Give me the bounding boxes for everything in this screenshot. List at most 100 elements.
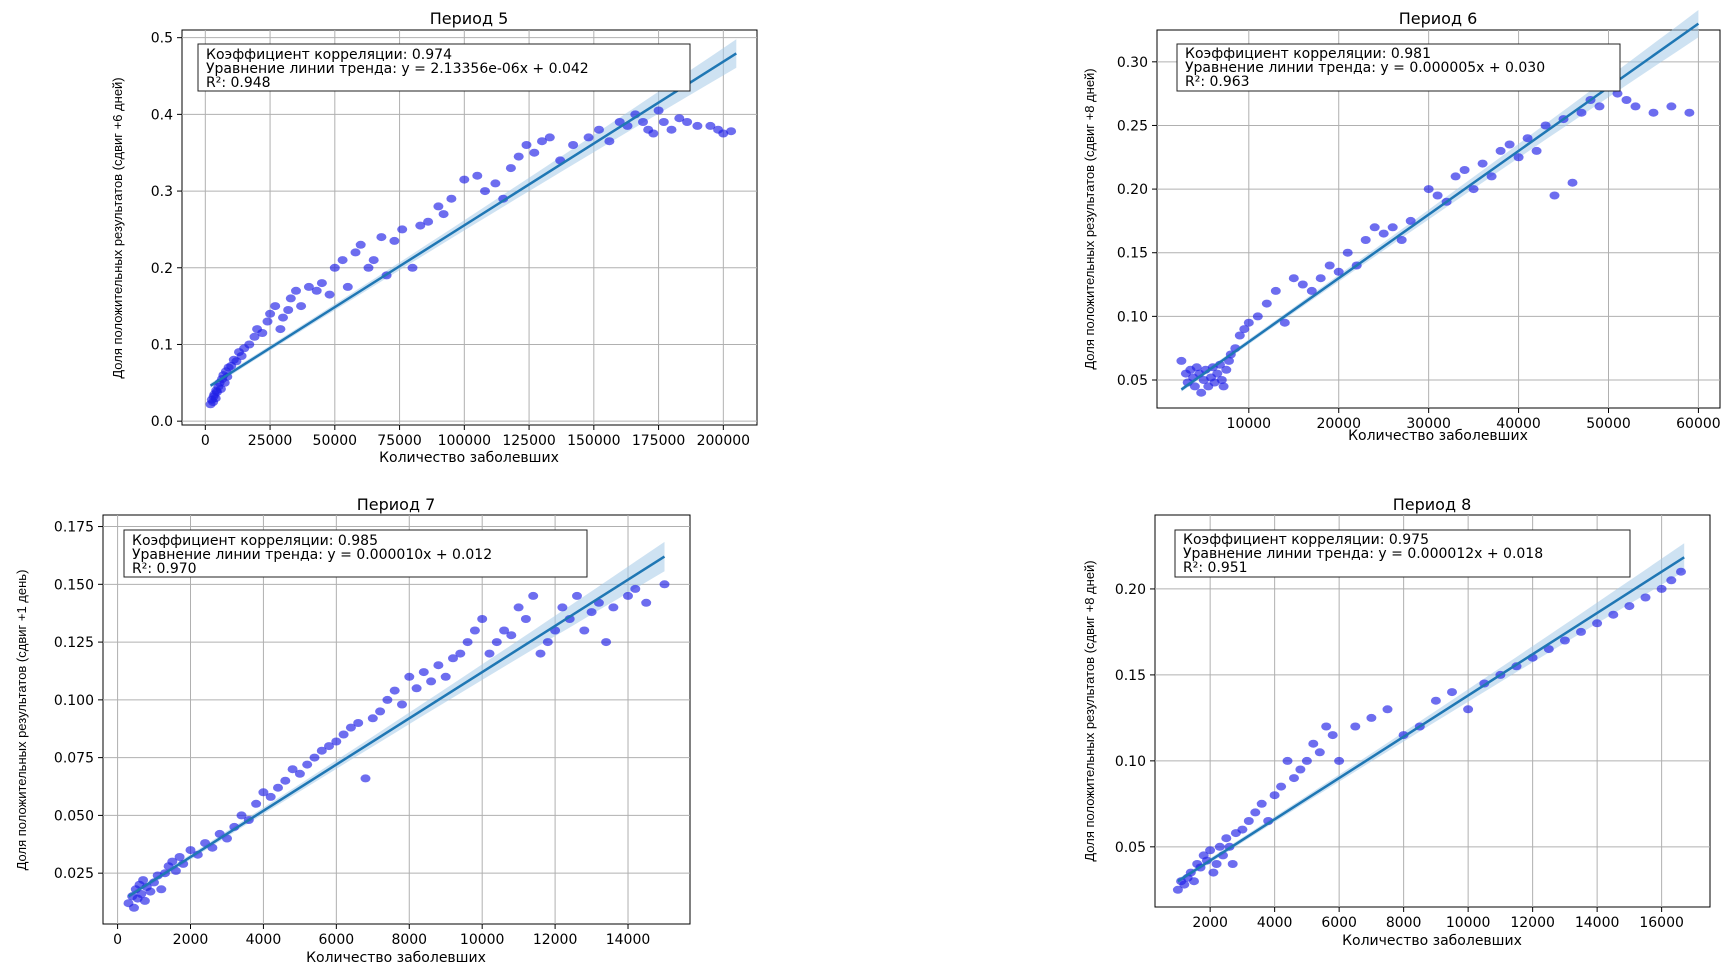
data-point (568, 141, 579, 149)
data-point (469, 626, 480, 635)
data-point (1308, 739, 1319, 748)
x-tick-label: 30000 (1406, 416, 1451, 432)
y-tick-label: 0.1 (151, 337, 173, 353)
data-point (303, 282, 314, 291)
data-point (682, 118, 693, 126)
data-point (614, 118, 625, 126)
data-point (1243, 817, 1254, 825)
data-point (1221, 365, 1232, 374)
data-point (583, 133, 594, 142)
data-point (338, 730, 349, 739)
y-tick-label: 0.125 (54, 635, 94, 651)
y-tick-label: 0.10 (1117, 309, 1148, 325)
y-tick-label: 0.4 (151, 107, 173, 123)
data-point (1387, 223, 1398, 232)
data-point (1218, 382, 1229, 391)
data-point (1270, 286, 1281, 295)
confidence-band (210, 39, 737, 389)
data-point (145, 887, 156, 896)
data-point (1176, 356, 1187, 365)
x-tick-label: 14000 (1575, 915, 1620, 931)
data-point (638, 118, 648, 126)
data-point (426, 677, 437, 686)
data-point (572, 591, 582, 600)
data-point (1211, 860, 1222, 868)
trend-line-period-8 (1177, 556, 1685, 883)
x-tick-label: 50000 (1586, 416, 1631, 432)
x-tick-label: 6000 (319, 932, 355, 948)
x-tick-label: 20000 (1316, 416, 1361, 432)
data-point (535, 649, 546, 658)
data-point (1306, 286, 1317, 295)
data-point (528, 591, 539, 600)
annotation-equation: Уравнение линии тренда: y = 0.000012x + … (1183, 546, 1543, 562)
y-tick-label: 0.075 (54, 751, 94, 767)
data-point (1531, 146, 1542, 155)
confidence-band (1181, 10, 1699, 392)
annotation-correlation: Коэффициент корреляции: 0.985 (132, 533, 378, 549)
data-point (630, 584, 641, 593)
data-point (415, 221, 426, 230)
data-point (275, 325, 286, 334)
trend-line-period-7 (127, 555, 666, 898)
x-ticks-period-5: 0 25000 50000 75000 100000 125000 150000 175000… (201, 425, 750, 449)
data-point (1289, 774, 1299, 783)
annotation-box-period-5: Коэффициент корреляции: 0.974 Уравнение … (197, 43, 691, 92)
y-tick-label: 0.0 (151, 414, 173, 430)
y-tick-label: 0.025 (54, 866, 94, 882)
data-point (363, 263, 374, 272)
data-point (490, 179, 501, 188)
data-point (368, 256, 379, 265)
data-point (1594, 102, 1605, 111)
data-point (641, 598, 652, 607)
chart-title-period-5: Период 5 (430, 9, 509, 28)
data-point (1324, 261, 1335, 270)
x-tick-label: 16000 (1639, 915, 1684, 931)
data-point (1237, 825, 1248, 834)
x-tick-label: 0 (113, 932, 122, 948)
data-point (311, 286, 322, 295)
data-point (1608, 610, 1619, 619)
data-point (513, 152, 524, 161)
data-point (404, 672, 415, 681)
data-point (273, 783, 283, 792)
confidence-band-period-5 (210, 39, 737, 389)
data-point (1243, 318, 1254, 327)
annotation-correlation: Коэффициент корреляции: 0.981 (1185, 46, 1431, 62)
annotation-box-period-6: Коэффициент корреляции: 0.981 Уравнение … (1176, 43, 1621, 92)
data-point (219, 378, 230, 387)
gridlines-period-6 (1157, 30, 1720, 408)
data-point (1495, 146, 1506, 155)
confidence-band-period-7 (128, 541, 665, 899)
data-point (604, 137, 615, 146)
x-axis-label-period-6: Количество заболевших (1348, 428, 1528, 444)
data-point (174, 853, 185, 861)
chart-title-period-8: Период 8 (1393, 495, 1472, 514)
data-point (283, 306, 294, 314)
data-point (440, 672, 451, 681)
data-point (1227, 860, 1238, 868)
confidence-band (1177, 543, 1685, 884)
data-point (484, 649, 495, 658)
y-tick-label: 0.175 (54, 520, 94, 536)
data-point (1666, 102, 1677, 111)
data-point (367, 714, 378, 723)
data-point (1567, 178, 1578, 187)
data-point (1205, 846, 1216, 855)
data-point (1468, 185, 1479, 194)
data-point (1486, 172, 1497, 181)
data-point (316, 279, 327, 288)
data-point (1315, 274, 1326, 283)
data-point (544, 133, 555, 142)
data-point (1234, 331, 1245, 340)
data-point (411, 684, 422, 693)
y-tick-label: 0.10 (1115, 754, 1146, 770)
data-point (331, 737, 342, 746)
data-point (265, 792, 276, 801)
data-point (257, 329, 268, 337)
data-point (1624, 602, 1635, 611)
data-point (1656, 584, 1667, 593)
data-point (1621, 96, 1632, 104)
data-point (382, 695, 393, 704)
y-tick-label: 0.25 (1117, 118, 1148, 134)
